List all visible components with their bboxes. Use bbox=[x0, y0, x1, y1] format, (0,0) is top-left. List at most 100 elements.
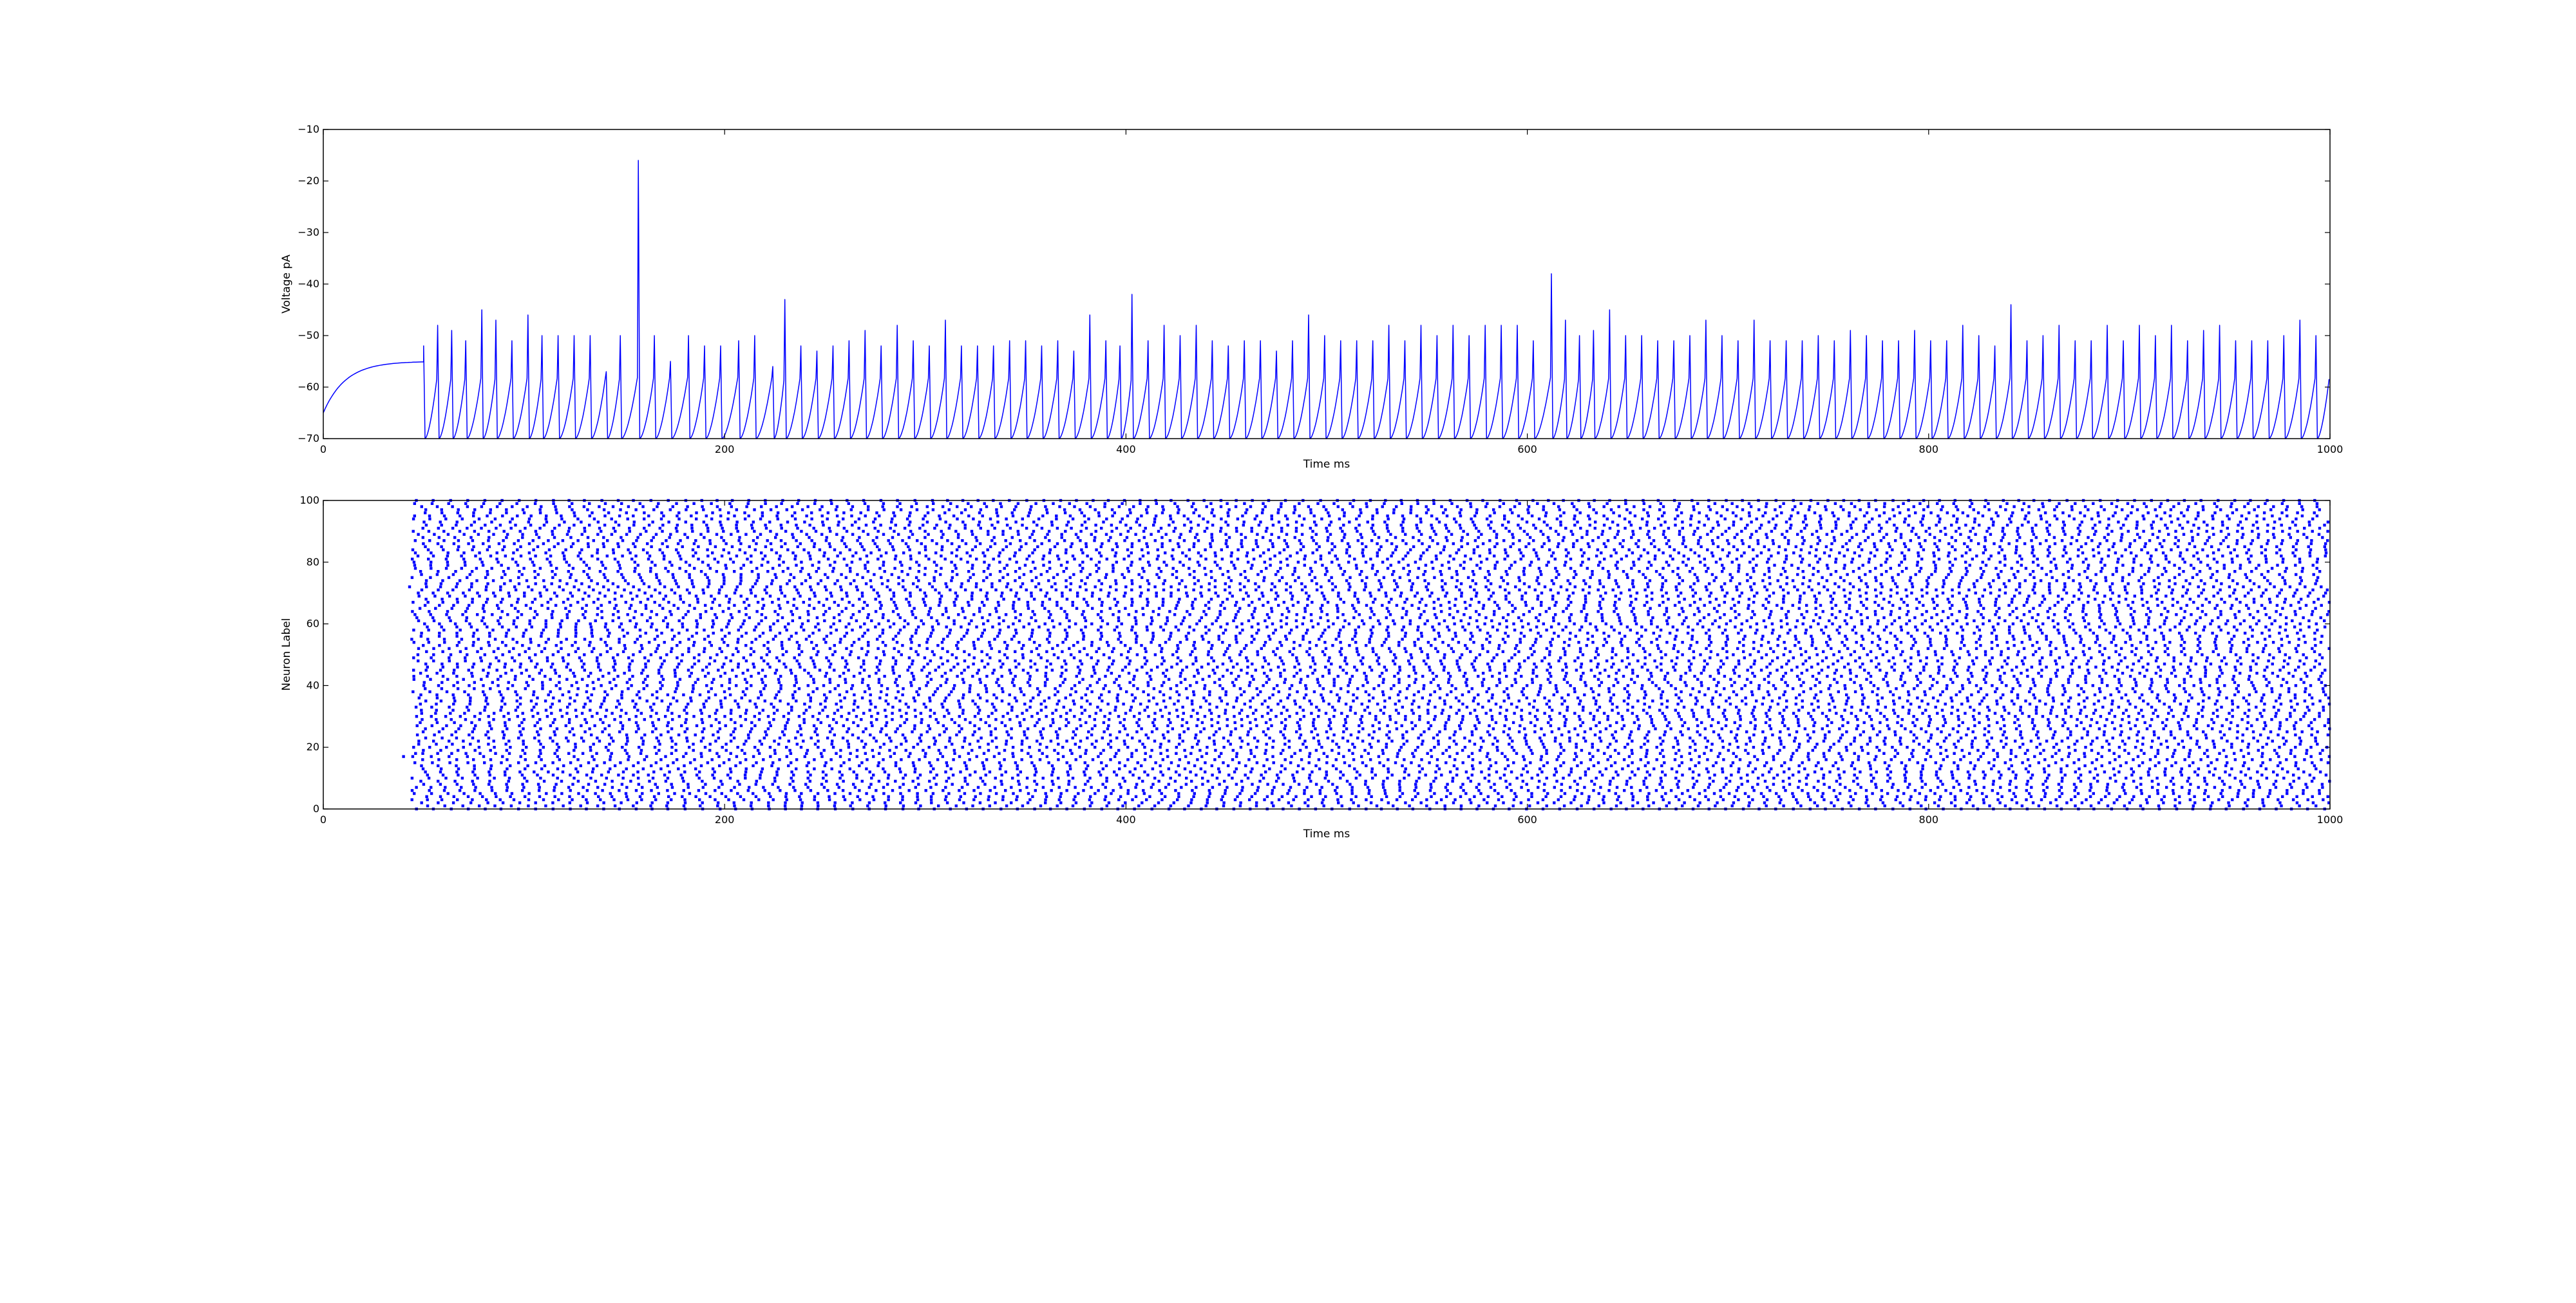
spike-point bbox=[2031, 774, 2034, 777]
spike-point bbox=[1187, 761, 1190, 765]
spike-point bbox=[2287, 687, 2291, 690]
spike-point bbox=[1104, 795, 1108, 798]
spike-point bbox=[1235, 696, 1239, 699]
spike-point bbox=[2047, 764, 2050, 768]
spike-point bbox=[1113, 709, 1117, 712]
spike-point bbox=[1072, 798, 1075, 801]
spike-point bbox=[916, 798, 920, 801]
spike-point bbox=[1875, 746, 1879, 749]
spike-point bbox=[945, 761, 948, 765]
spike-point bbox=[466, 795, 470, 798]
spike-point bbox=[1541, 743, 1545, 746]
spike-point bbox=[1506, 764, 1510, 768]
spike-point bbox=[1560, 733, 1564, 737]
spike-point bbox=[1703, 752, 1706, 755]
spike-point bbox=[1039, 702, 1043, 706]
spike-point bbox=[1755, 699, 1758, 703]
spike-point bbox=[2231, 709, 2234, 712]
spike-point bbox=[1539, 684, 1542, 687]
spike-point bbox=[1240, 739, 1244, 743]
spike-point bbox=[1611, 733, 1614, 737]
spike-point bbox=[1004, 789, 1007, 792]
spike-point bbox=[1012, 755, 1015, 758]
spike-point bbox=[1520, 718, 1524, 721]
spike-point bbox=[1375, 804, 1379, 808]
spike-point bbox=[1806, 752, 1810, 755]
spike-point bbox=[1494, 702, 1498, 706]
spike-point bbox=[2146, 702, 2150, 706]
spike-point bbox=[1037, 693, 1040, 696]
spike-point bbox=[2278, 721, 2282, 725]
spike-point bbox=[461, 804, 464, 808]
spike-point bbox=[1383, 792, 1387, 795]
spike-point bbox=[613, 718, 616, 721]
spike-point bbox=[553, 752, 556, 755]
spike-point bbox=[958, 702, 961, 706]
spike-point bbox=[1836, 798, 1839, 801]
spike-point bbox=[1444, 795, 1448, 798]
spike-point bbox=[1475, 715, 1479, 718]
spike-point bbox=[744, 776, 747, 780]
spike-point bbox=[2077, 758, 2081, 761]
spike-point bbox=[1163, 795, 1167, 798]
spike-point bbox=[754, 795, 758, 798]
spike-point bbox=[428, 690, 431, 694]
spike-point bbox=[1769, 727, 1773, 730]
spike-point bbox=[1421, 696, 1424, 699]
spike-point bbox=[444, 776, 448, 780]
spike-point bbox=[2119, 764, 2123, 768]
spike-point bbox=[761, 767, 764, 770]
spike-point bbox=[1325, 730, 1329, 734]
spike-point bbox=[618, 702, 621, 706]
spike-point bbox=[2060, 770, 2063, 774]
spike-point bbox=[650, 764, 653, 768]
spike-point bbox=[1349, 709, 1352, 712]
spike-point bbox=[842, 724, 845, 727]
spike-point bbox=[1580, 804, 1583, 808]
spike-point bbox=[1531, 752, 1534, 755]
spike-point bbox=[1678, 715, 1681, 718]
spike-point bbox=[1340, 795, 1343, 798]
spike-point bbox=[1332, 733, 1336, 737]
spike-point bbox=[872, 798, 876, 801]
spike-point bbox=[1767, 693, 1771, 696]
spike-point bbox=[1811, 748, 1814, 752]
spike-point bbox=[1000, 783, 1003, 786]
spike-point bbox=[621, 770, 625, 774]
spike-point bbox=[1814, 693, 1818, 696]
spike-point bbox=[600, 702, 603, 706]
spike-point bbox=[773, 712, 776, 715]
spike-point bbox=[555, 727, 559, 730]
spike-point bbox=[2230, 746, 2233, 749]
spike-point bbox=[502, 733, 506, 737]
spike-point bbox=[828, 730, 832, 734]
spike-point bbox=[784, 801, 787, 804]
spike-point bbox=[580, 724, 583, 727]
spike-point bbox=[963, 779, 967, 783]
x-tick-label: 0 bbox=[320, 443, 327, 455]
spike-point bbox=[1239, 746, 1243, 749]
spike-point bbox=[790, 709, 793, 712]
spike-point bbox=[1583, 693, 1586, 696]
spike-point bbox=[2114, 779, 2117, 783]
spike-point bbox=[2274, 715, 2277, 718]
spike-point bbox=[682, 804, 686, 808]
spike-point bbox=[1741, 699, 1744, 703]
spike-point bbox=[1414, 795, 1417, 798]
spike-point bbox=[743, 752, 746, 755]
spike-point bbox=[1461, 761, 1464, 765]
spike-point bbox=[1555, 758, 1558, 761]
spike-point bbox=[1866, 705, 1870, 709]
spike-point bbox=[1138, 712, 1141, 715]
spike-point bbox=[560, 779, 564, 783]
spike-point bbox=[439, 748, 442, 752]
spike-point bbox=[1554, 684, 1558, 687]
spike-point bbox=[638, 746, 641, 749]
spike-point bbox=[700, 712, 703, 715]
spike-point bbox=[1898, 696, 1901, 699]
spike-point bbox=[1356, 687, 1359, 690]
spike-point bbox=[1591, 746, 1594, 749]
spike-point bbox=[1957, 783, 1961, 786]
spike-point bbox=[1927, 721, 1931, 725]
spike-point bbox=[1609, 696, 1613, 699]
